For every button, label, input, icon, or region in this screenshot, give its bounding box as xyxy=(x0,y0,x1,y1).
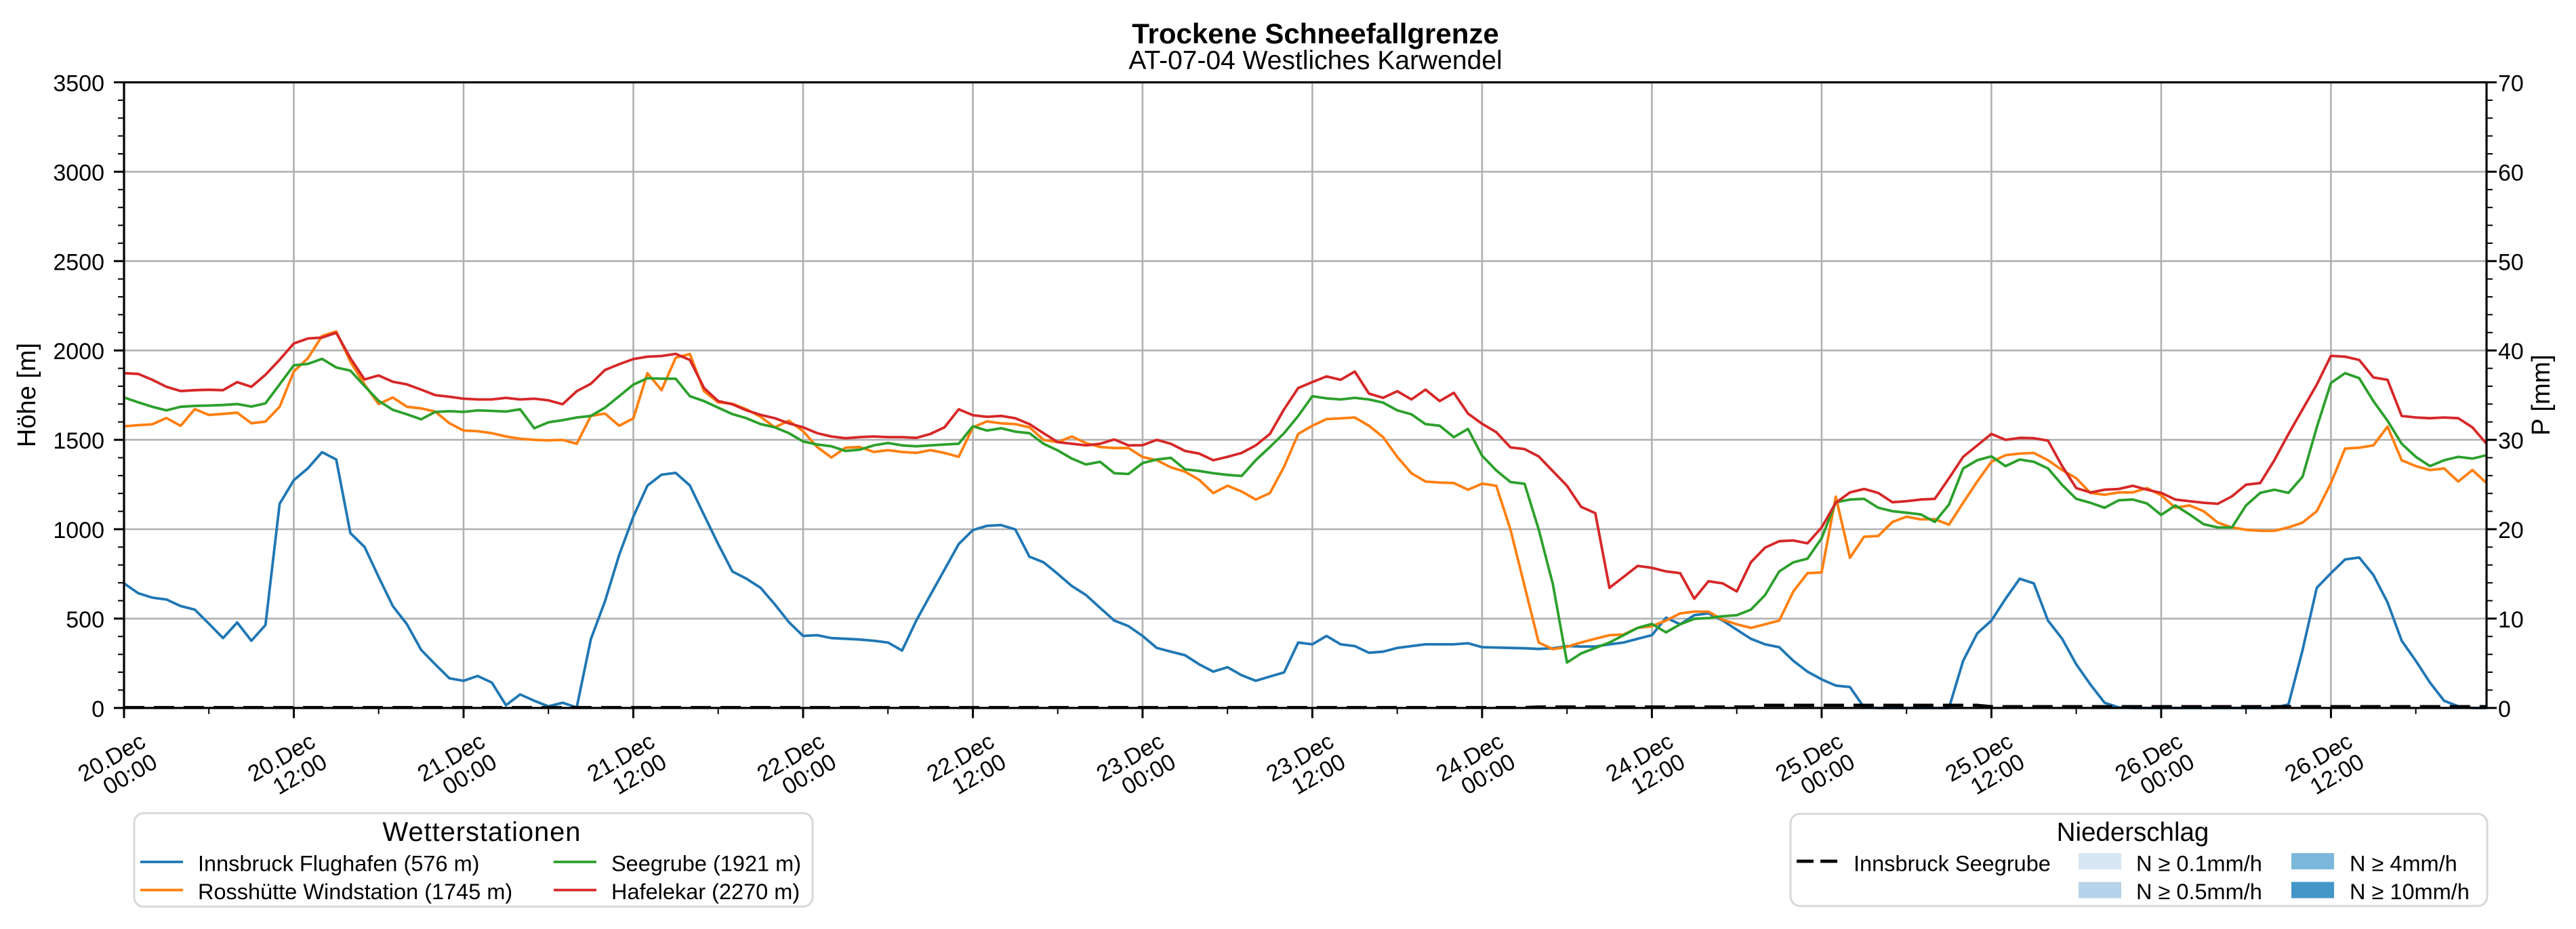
svg-text:2000: 2000 xyxy=(53,339,104,365)
svg-text:60: 60 xyxy=(2498,160,2524,186)
svg-text:50: 50 xyxy=(2498,249,2524,275)
svg-text:Innsbruck Seegrube: Innsbruck Seegrube xyxy=(1854,852,2051,876)
svg-text:3500: 3500 xyxy=(53,71,104,97)
svg-text:N ≥ 4mm/h: N ≥ 4mm/h xyxy=(2350,852,2457,876)
svg-text:10: 10 xyxy=(2498,607,2524,633)
svg-text:P [mm]: P [mm] xyxy=(2527,354,2556,436)
svg-text:500: 500 xyxy=(66,607,104,633)
svg-text:Wetterstationen: Wetterstationen xyxy=(383,817,581,847)
svg-text:3000: 3000 xyxy=(53,160,104,186)
svg-text:0: 0 xyxy=(91,697,104,722)
svg-text:N ≥ 0.1mm/h: N ≥ 0.1mm/h xyxy=(2136,852,2262,876)
svg-text:Höhe [m]: Höhe [m] xyxy=(13,343,41,447)
svg-text:1500: 1500 xyxy=(53,428,104,454)
svg-text:Innsbruck Flughafen (576 m): Innsbruck Flughafen (576 m) xyxy=(198,852,480,876)
svg-text:0: 0 xyxy=(2498,697,2511,722)
svg-text:20: 20 xyxy=(2498,518,2524,543)
svg-text:Hafelekar (2270 m): Hafelekar (2270 m) xyxy=(611,880,800,904)
svg-text:Rosshütte Windstation (1745 m): Rosshütte Windstation (1745 m) xyxy=(198,880,512,904)
svg-text:AT-07-04 Westliches Karwendel: AT-07-04 Westliches Karwendel xyxy=(1128,46,1502,75)
svg-text:40: 40 xyxy=(2498,339,2524,365)
svg-text:2500: 2500 xyxy=(53,249,104,275)
svg-text:Niederschlag: Niederschlag xyxy=(2057,818,2209,847)
svg-text:30: 30 xyxy=(2498,428,2524,454)
svg-text:N ≥ 10mm/h: N ≥ 10mm/h xyxy=(2350,880,2470,904)
svg-text:Trockene Schneefallgrenze: Trockene Schneefallgrenze xyxy=(1132,18,1499,49)
svg-text:1000: 1000 xyxy=(53,518,104,543)
svg-text:Seegrube (1921 m): Seegrube (1921 m) xyxy=(611,852,801,876)
svg-text:N ≥ 0.5mm/h: N ≥ 0.5mm/h xyxy=(2136,880,2262,904)
svg-text:70: 70 xyxy=(2498,71,2524,97)
